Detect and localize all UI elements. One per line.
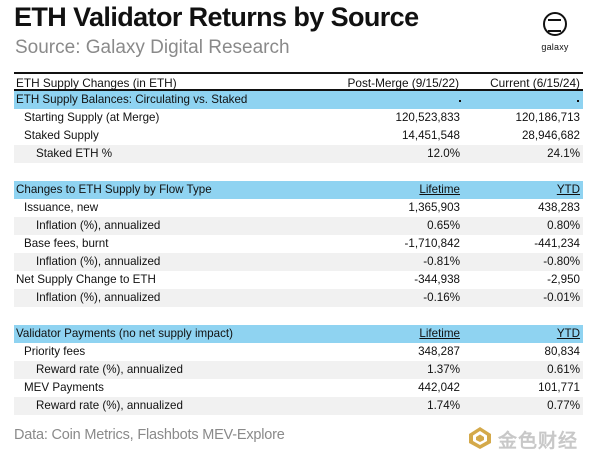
jinse-logo-icon [469, 427, 491, 449]
table-row: Reward rate (%), annualized 1.37% 0.61% [14, 361, 583, 379]
eth-supply-table: ETH Supply Changes (in ETH) Post-Merge (… [14, 72, 583, 415]
table-row: Staked ETH % 12.0% 24.1% [14, 145, 583, 163]
table-row: Staked Supply 14,451,548 28,946,682 [14, 127, 583, 145]
lifetime-value: 442,042 [418, 381, 460, 394]
table-row: Inflation (%), annualized -0.16% -0.01% [14, 289, 583, 307]
lifetime-value: 0.65% [427, 219, 460, 232]
page-subtitle: Source: Galaxy Digital Research [15, 37, 290, 58]
dot-marker [459, 100, 461, 102]
ytd-value: -441,234 [534, 237, 580, 250]
ytd-value: 0.61% [547, 363, 580, 376]
current-value: 120,186,713 [515, 111, 580, 124]
row-label: Priority fees [24, 345, 86, 358]
table-row: Base fees, burnt -1,710,842 -441,234 [14, 235, 583, 253]
row-label: Reward rate (%), annualized [36, 399, 183, 412]
page-title: ETH Validator Returns by Source [14, 2, 419, 32]
ytd-value: 0.77% [547, 399, 580, 412]
ytd-value: 0.80% [547, 219, 580, 232]
column-header-post-merge: Post-Merge (9/15/22) [347, 76, 459, 90]
row-spacer [14, 163, 583, 181]
lifetime-value: 348,287 [418, 345, 460, 358]
lifetime-value: -344,938 [414, 273, 460, 286]
lifetime-value: -0.16% [423, 291, 460, 304]
row-label: Staked Supply [24, 129, 99, 142]
jinse-watermark-text: 金色财经 [498, 431, 579, 452]
row-label: Inflation (%), annualized [36, 291, 161, 304]
row-spacer [14, 307, 583, 325]
table-header-row: ETH Supply Changes (in ETH) Post-Merge (… [14, 72, 583, 91]
current-value: 24.1% [547, 147, 580, 160]
row-label: Staked ETH % [36, 147, 113, 160]
lifetime-value: 1.37% [427, 363, 460, 376]
post-merge-value: 12.0% [427, 147, 460, 160]
post-merge-value: 14,451,548 [401, 129, 460, 142]
column-header-current: Current (6/15/24) [490, 76, 580, 90]
section-title: Changes to ETH Supply by Flow Type [16, 183, 212, 196]
row-label: Reward rate (%), annualized [36, 363, 183, 376]
table-row: Inflation (%), annualized -0.81% -0.80% [14, 253, 583, 271]
jinse-watermark: 金色财经 [468, 425, 593, 452]
column-header-label: ETH Supply Changes (in ETH) [16, 76, 177, 90]
ytd-value: 438,283 [538, 201, 580, 214]
ytd-value: -2,950 [547, 273, 580, 286]
ytd-header: YTD [556, 183, 580, 196]
section-title: Validator Payments (no net supply impact… [16, 327, 233, 340]
section-title: ETH Supply Balances: Circulating vs. Sta… [16, 93, 248, 106]
row-label: Base fees, burnt [24, 237, 109, 250]
lifetime-value: -0.81% [423, 255, 460, 268]
ytd-value: 80,834 [544, 345, 580, 358]
lifetime-value: -1,710,842 [404, 237, 460, 250]
section-header-flow: Changes to ETH Supply by Flow Type Lifet… [14, 181, 583, 199]
table-row: Priority fees 348,287 80,834 [14, 343, 583, 361]
ytd-value: -0.80% [543, 255, 580, 268]
table-row: Starting Supply (at Merge) 120,523,833 1… [14, 109, 583, 127]
current-value: 28,946,682 [521, 129, 580, 142]
table-row: Inflation (%), annualized 0.65% 0.80% [14, 217, 583, 235]
galaxy-logo-text: galaxy [541, 42, 569, 52]
galaxy-logo-icon [543, 12, 567, 36]
ytd-value: 101,771 [538, 381, 580, 394]
dot-marker [577, 100, 579, 102]
row-label: Issuance, new [24, 201, 99, 214]
lifetime-value: 1.74% [427, 399, 460, 412]
galaxy-logo: galaxy [533, 12, 577, 60]
data-source-note: Data: Coin Metrics, Flashbots MEV-Explor… [14, 427, 285, 443]
ytd-header: YTD [556, 327, 580, 340]
row-label: Starting Supply (at Merge) [24, 111, 160, 124]
lifetime-value: 1,365,903 [408, 201, 460, 214]
ytd-value: -0.01% [543, 291, 580, 304]
row-label: Inflation (%), annualized [36, 219, 161, 232]
row-label: Inflation (%), annualized [36, 255, 161, 268]
row-label: MEV Payments [24, 381, 104, 394]
table-row: Net Supply Change to ETH -344,938 -2,950 [14, 271, 583, 289]
post-merge-value: 120,523,833 [395, 111, 460, 124]
lifetime-header: Lifetime [419, 327, 460, 340]
table-row: Issuance, new 1,365,903 438,283 [14, 199, 583, 217]
table-row: Reward rate (%), annualized 1.74% 0.77% [14, 397, 583, 415]
lifetime-header: Lifetime [419, 183, 460, 196]
section-header-balances: ETH Supply Balances: Circulating vs. Sta… [14, 91, 583, 109]
row-label: Net Supply Change to ETH [16, 273, 156, 286]
section-header-validator: Validator Payments (no net supply impact… [14, 325, 583, 343]
table-row: MEV Payments 442,042 101,771 [14, 379, 583, 397]
